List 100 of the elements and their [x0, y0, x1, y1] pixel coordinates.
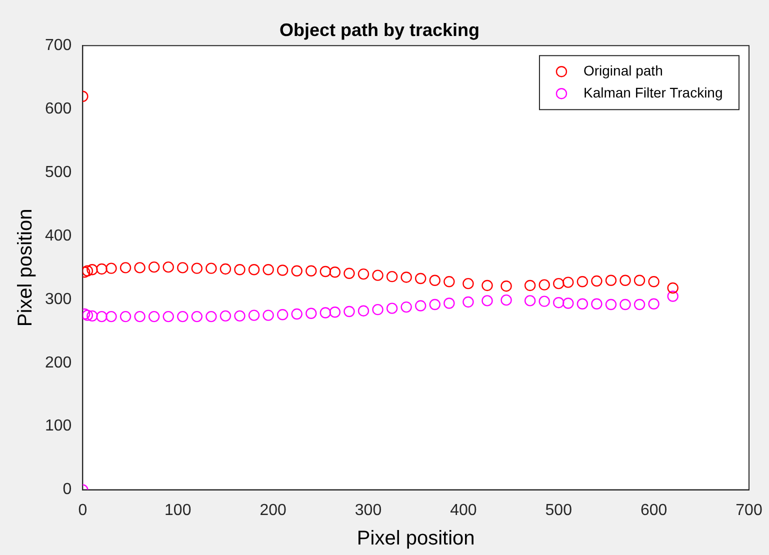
point [386, 302, 398, 314]
point [429, 274, 440, 286]
point [120, 310, 132, 322]
point [248, 310, 260, 321]
point [667, 290, 678, 302]
point [262, 310, 274, 321]
point [605, 274, 617, 286]
y-tick-label: 100 [44, 418, 72, 435]
point [291, 308, 302, 320]
x-tick-label: 700 [736, 502, 762, 519]
y-tick-label: 200 [44, 354, 72, 372]
point [177, 262, 188, 274]
point [553, 297, 564, 308]
point [429, 298, 440, 310]
point [500, 280, 512, 292]
point [538, 279, 550, 290]
point [576, 276, 588, 288]
point [400, 301, 412, 313]
point [191, 310, 203, 322]
point [553, 278, 564, 290]
x-tick-label: 600 [640, 502, 668, 519]
point [86, 264, 98, 276]
point [620, 298, 631, 310]
legend-label: Original path [583, 62, 663, 78]
point [329, 306, 341, 318]
y-axis-title: Pixel position [14, 208, 37, 327]
point [538, 296, 550, 307]
point [524, 295, 536, 306]
point [276, 264, 288, 276]
x-tick-label: 100 [164, 502, 192, 519]
point [400, 272, 412, 283]
y-tick-label: 700 [44, 37, 72, 54]
point [177, 310, 188, 322]
point [120, 262, 132, 274]
point [234, 310, 246, 322]
point [358, 305, 370, 316]
point [82, 310, 94, 321]
point [524, 280, 536, 292]
point [306, 265, 317, 276]
point [462, 296, 474, 308]
point [96, 310, 108, 322]
x-tick-label: 300 [354, 502, 382, 519]
point [162, 310, 174, 322]
point [482, 295, 493, 306]
x-tick-label: 200 [260, 502, 287, 519]
point [96, 263, 108, 275]
point [358, 268, 370, 280]
point [415, 300, 426, 312]
point [605, 298, 617, 310]
point [148, 261, 160, 273]
point [106, 262, 117, 274]
point [86, 310, 98, 322]
point [386, 270, 398, 282]
x-tick-label: 400 [450, 502, 477, 519]
legend-label: Kalman Filter Tracking [583, 84, 723, 100]
point [134, 262, 146, 274]
x-axis-title: Pixel position [356, 528, 475, 550]
point [415, 272, 426, 284]
point [648, 298, 660, 310]
point [591, 298, 602, 310]
point [482, 280, 493, 292]
x-tick-label: 500 [545, 502, 572, 519]
point [220, 263, 232, 275]
point [462, 278, 474, 290]
point [344, 306, 355, 318]
point [191, 262, 203, 274]
point [344, 268, 355, 280]
y-tick-label: 400 [44, 227, 72, 244]
point [562, 298, 574, 309]
point [82, 265, 94, 276]
point [620, 274, 631, 286]
point [591, 275, 602, 287]
y-tick-label: 600 [44, 100, 72, 118]
point [262, 264, 274, 276]
point [444, 276, 455, 288]
x-tick-label: 0 [78, 502, 88, 519]
point [320, 266, 332, 278]
point [306, 308, 317, 319]
point [372, 304, 384, 316]
point [276, 309, 288, 320]
y-tick-label: 500 [44, 164, 72, 181]
point [320, 307, 332, 318]
point [634, 298, 646, 310]
point [372, 270, 384, 281]
point [106, 310, 117, 322]
y-tick-label: 0 [62, 481, 72, 498]
point [162, 261, 174, 273]
point [291, 265, 302, 276]
point [220, 310, 232, 322]
y-tick-label: 300 [44, 290, 72, 308]
point [648, 276, 660, 288]
point [329, 266, 341, 278]
point [248, 264, 260, 276]
point [500, 294, 512, 306]
point [206, 262, 217, 274]
point [634, 274, 646, 286]
chart-title: Object path by tracking [279, 20, 480, 40]
point [234, 264, 246, 276]
point [206, 310, 217, 322]
point [444, 298, 455, 309]
